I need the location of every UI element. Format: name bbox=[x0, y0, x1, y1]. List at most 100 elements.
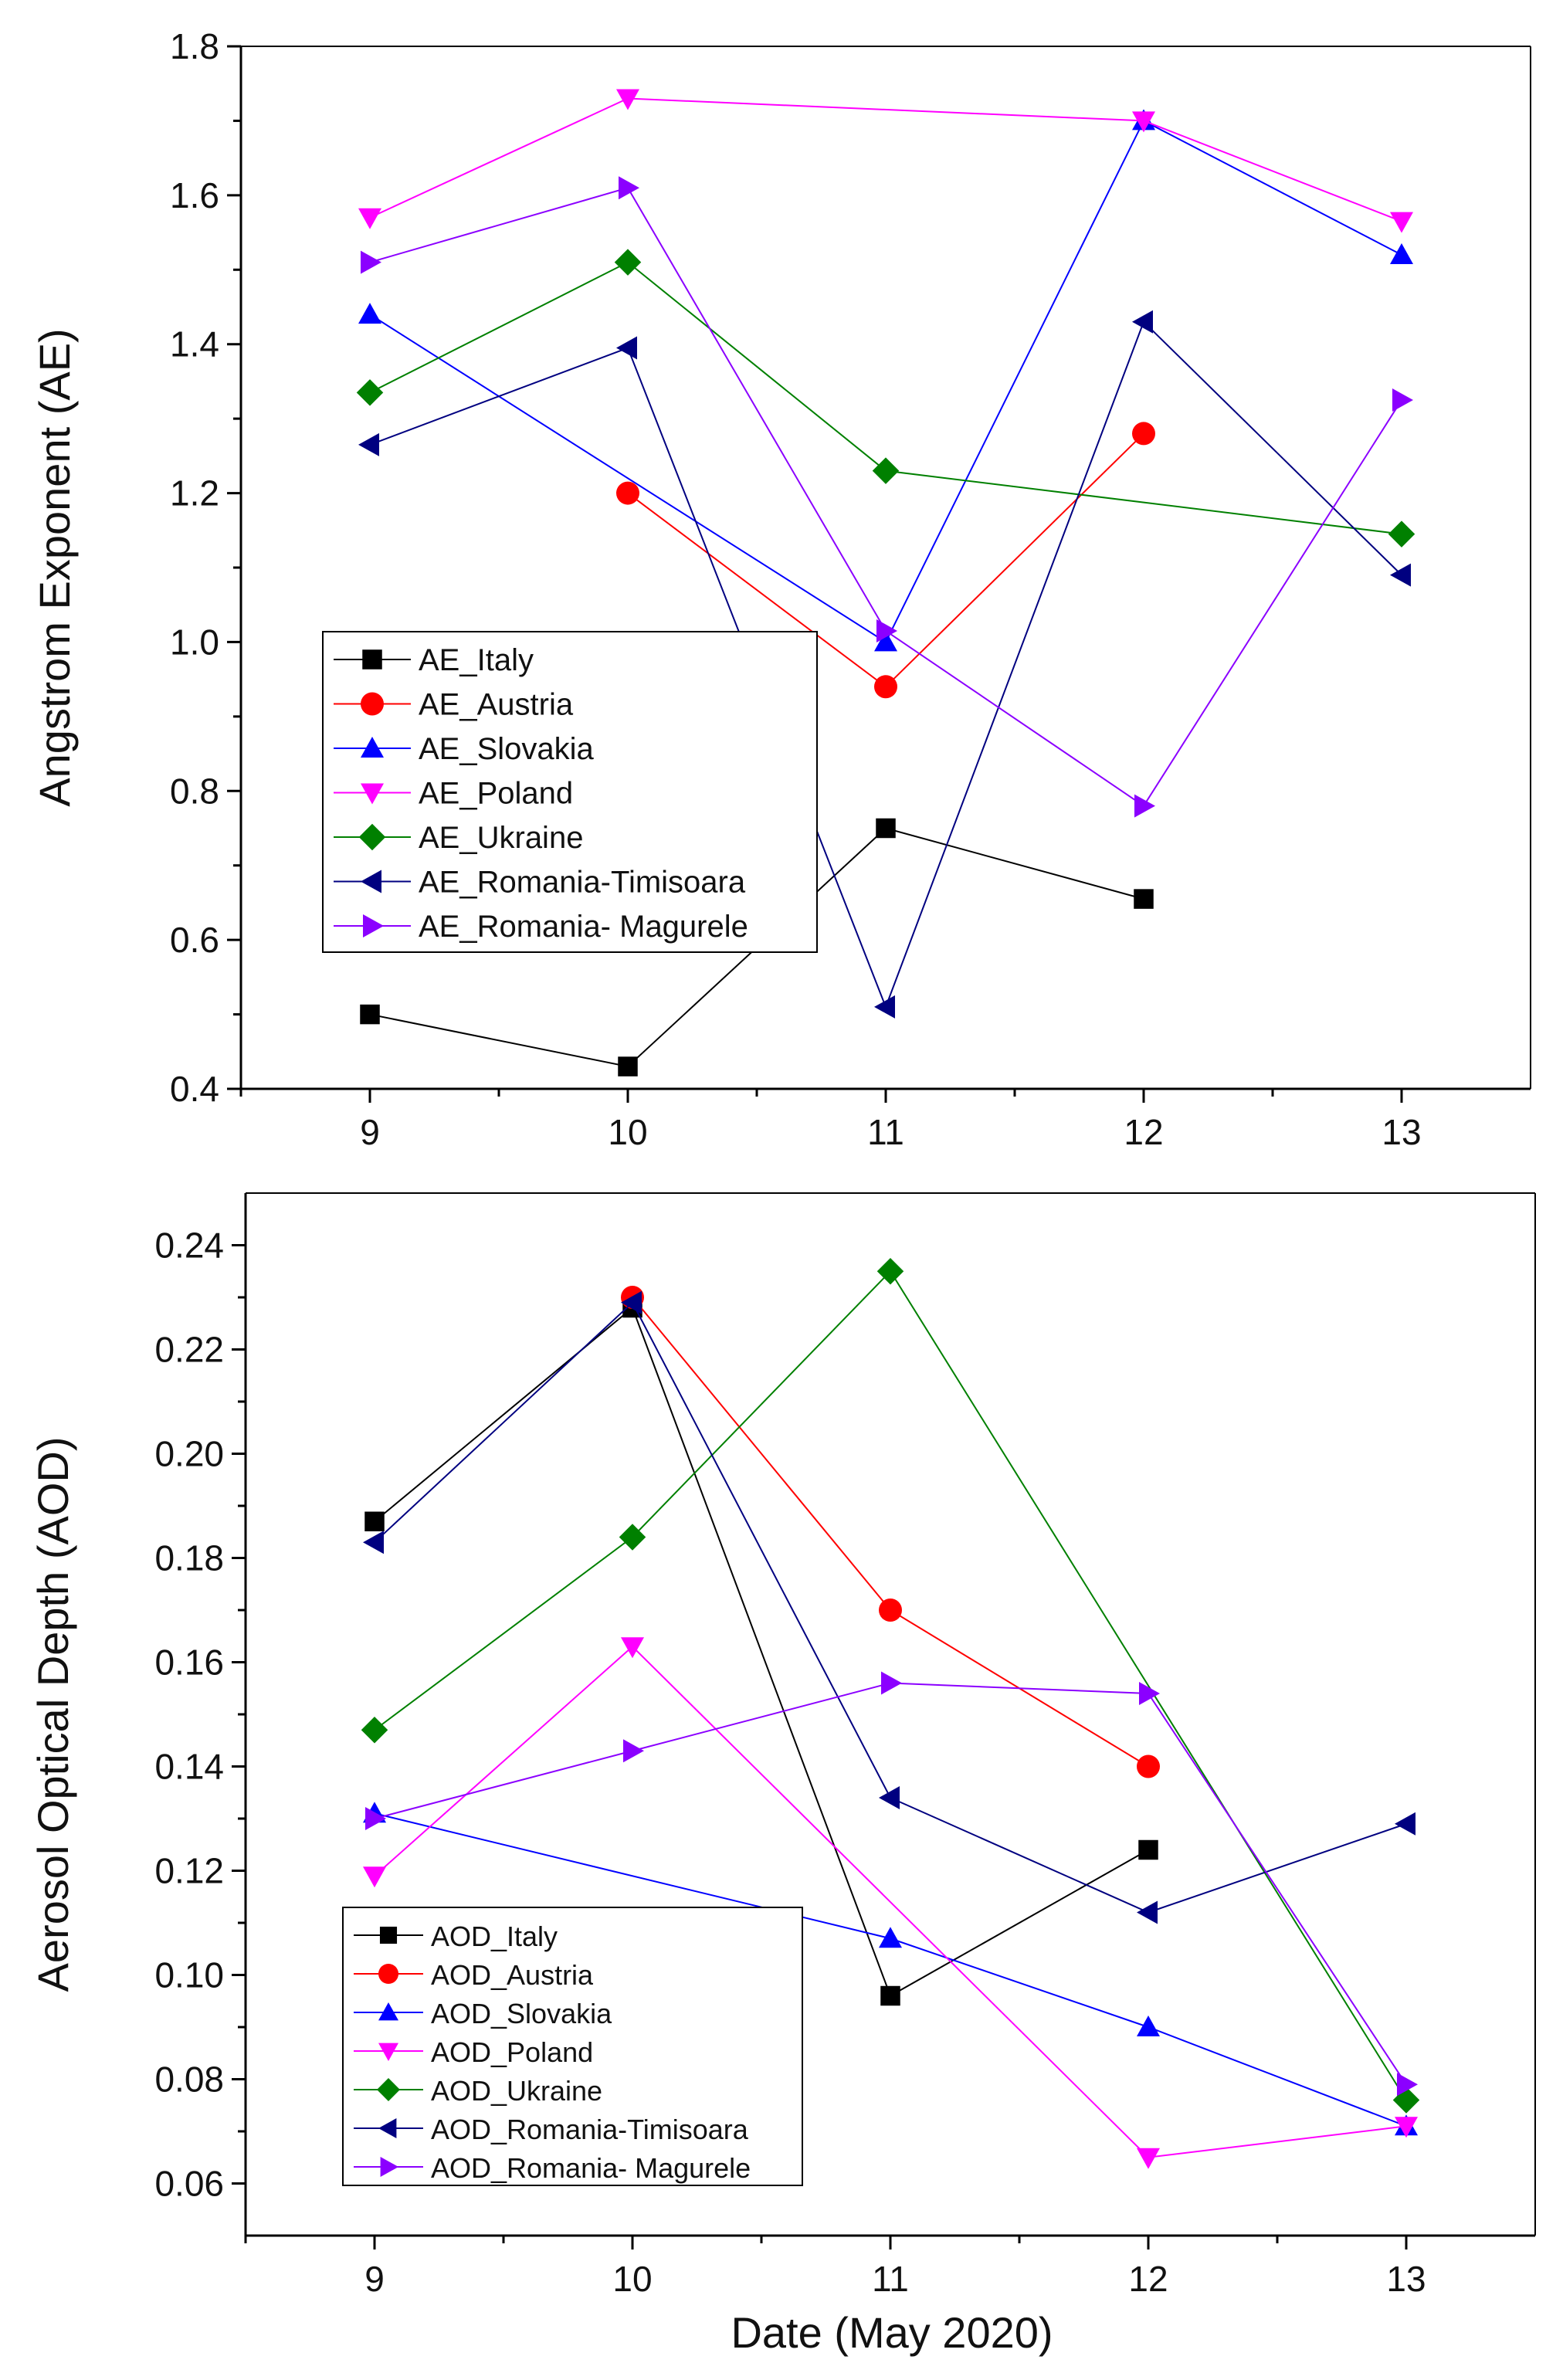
y-tick-label: 0.14 bbox=[154, 1747, 224, 1787]
series-line bbox=[374, 1270, 1407, 2101]
data-point bbox=[618, 1056, 638, 1076]
legend-marker bbox=[378, 2043, 398, 2061]
data-point bbox=[874, 995, 895, 1019]
series-AOD_Austria bbox=[621, 1286, 1160, 1778]
legend-label: AE_Poland bbox=[419, 777, 573, 811]
x-tick-label: 12 bbox=[1124, 1112, 1163, 1152]
y-tick-label: 0.06 bbox=[154, 2164, 224, 2204]
data-point bbox=[619, 176, 639, 200]
series-AE_Poland bbox=[358, 89, 1413, 233]
x-tick-label: 11 bbox=[872, 2259, 909, 2299]
legend-entry: AOD_Italy bbox=[354, 1921, 558, 1952]
series-AOD_Romania- Magurele bbox=[365, 1671, 1418, 2097]
legend-marker bbox=[377, 2078, 400, 2101]
data-point bbox=[879, 1927, 902, 1948]
y-tick-label: 1.4 bbox=[170, 324, 219, 364]
legend-entry: AE_Poland bbox=[334, 777, 573, 811]
data-point bbox=[1137, 1900, 1158, 1924]
series-AE_Romania- Magurele bbox=[361, 176, 1413, 818]
data-point bbox=[1137, 1754, 1160, 1778]
data-point bbox=[616, 89, 639, 110]
y-tick-label: 0.24 bbox=[154, 1226, 224, 1266]
legend-label: AE_Ukraine bbox=[419, 821, 583, 855]
data-point bbox=[1132, 111, 1155, 133]
data-point bbox=[1139, 1682, 1160, 1705]
legend-label: AOD_Ukraine bbox=[431, 2075, 602, 2107]
legend-label: AOD_Italy bbox=[431, 1921, 558, 1952]
y-tick-label: 0.6 bbox=[170, 920, 219, 960]
data-point bbox=[614, 249, 642, 276]
x-tick-label: 11 bbox=[867, 1112, 904, 1152]
legend: AOD_Italy AOD_Austria AOD_Slovakia AOD_Pola… bbox=[342, 1907, 803, 2186]
legend-label: AOD_Austria bbox=[431, 1959, 594, 1991]
series-line bbox=[369, 120, 1402, 643]
data-point bbox=[872, 457, 900, 484]
legend-label: AOD_Slovakia bbox=[431, 1998, 612, 2029]
series-line bbox=[374, 1812, 1407, 2127]
legend-entry: AOD_Austria bbox=[354, 1959, 594, 1991]
y-tick-label: 0.10 bbox=[154, 1955, 224, 1995]
data-point bbox=[358, 303, 381, 324]
legend-entry: AE_Italy bbox=[334, 643, 534, 677]
y-axis-title: Angstrom Exponent (AE) bbox=[30, 328, 79, 806]
x-tick-label: 13 bbox=[1382, 1112, 1421, 1152]
data-point bbox=[621, 1637, 644, 1659]
x-tick-label: 10 bbox=[612, 2259, 652, 2299]
y-tick-label: 0.12 bbox=[154, 1851, 224, 1891]
y-tick-label: 0.8 bbox=[170, 771, 219, 811]
data-point bbox=[363, 1866, 386, 1888]
x-axis-title: Date (May 2020) bbox=[731, 2308, 1053, 2357]
series-AOD_Romania-Timisoara bbox=[363, 1290, 1415, 1924]
data-point bbox=[876, 1258, 904, 1285]
legend-label: AOD_Romania-Timisoara bbox=[431, 2114, 749, 2145]
series-line bbox=[374, 1306, 1149, 1997]
legend-marker bbox=[378, 1964, 398, 1984]
data-point bbox=[364, 1511, 385, 1531]
data-point bbox=[1390, 563, 1411, 587]
y-tick-label: 0.20 bbox=[154, 1434, 224, 1474]
legend-label: AOD_Romania- Magurele bbox=[431, 2152, 751, 2184]
legend-entry: AE_Austria bbox=[334, 688, 574, 722]
data-point bbox=[363, 1531, 384, 1554]
series-AE_Romania-Timisoara bbox=[358, 310, 1411, 1019]
y-axis-title: Aerosol Optical Depth (AOD) bbox=[29, 1437, 77, 1992]
ae-panel: 0.4 0.6 0.8 1.0 1.2 1.4 1.6 1.8 9 10 11 12 13 Angstro… bbox=[30, 26, 1531, 1152]
data-point bbox=[1134, 794, 1155, 818]
y-tick-label: 0.18 bbox=[154, 1538, 224, 1578]
legend-label: AE_Italy bbox=[419, 643, 534, 677]
aod-panel: 0.06 0.08 0.10 0.12 0.14 0.16 0.18 0.20 0.22 0.24… bbox=[29, 1192, 1536, 2357]
data-point bbox=[874, 675, 897, 699]
x-tick-label: 12 bbox=[1128, 2259, 1168, 2299]
data-point bbox=[361, 250, 381, 274]
data-point bbox=[1388, 520, 1415, 548]
data-point bbox=[876, 818, 896, 839]
data-point bbox=[1137, 2148, 1160, 2169]
series-AE_Ukraine bbox=[356, 249, 1415, 548]
data-point bbox=[1390, 212, 1413, 233]
data-point bbox=[619, 1524, 646, 1551]
data-point bbox=[1132, 422, 1155, 446]
data-point bbox=[616, 336, 637, 360]
data-point bbox=[358, 208, 381, 229]
data-point bbox=[361, 1717, 388, 1744]
data-point bbox=[880, 1985, 900, 2006]
series-line bbox=[374, 1645, 1407, 2158]
legend-entry: AOD_Slovakia bbox=[354, 1998, 612, 2029]
x-tick-label: 9 bbox=[364, 2259, 385, 2299]
legend-marker bbox=[358, 823, 386, 851]
y-tick-label: 0.22 bbox=[154, 1330, 224, 1370]
x-tick-label: 13 bbox=[1386, 2259, 1426, 2299]
data-point bbox=[1134, 889, 1154, 909]
legend-label: AE_Romania-Timisoara bbox=[419, 866, 746, 900]
legend-marker bbox=[380, 2157, 398, 2177]
data-point bbox=[621, 1290, 642, 1314]
legend-entry: AE_Slovakia bbox=[334, 732, 595, 766]
data-point bbox=[874, 630, 897, 652]
data-point bbox=[881, 1671, 902, 1695]
data-point bbox=[623, 1739, 644, 1763]
y-tick-label: 1.2 bbox=[170, 473, 219, 514]
legend-marker bbox=[363, 914, 384, 937]
legend-entry: AE_Romania- Magurele bbox=[334, 910, 748, 944]
data-point bbox=[1392, 388, 1413, 412]
y-tick-label: 1.8 bbox=[170, 26, 219, 66]
